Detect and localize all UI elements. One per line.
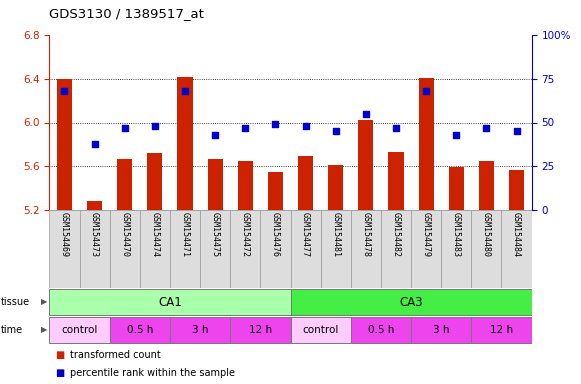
Text: CA1: CA1 — [158, 296, 182, 308]
FancyBboxPatch shape — [471, 210, 501, 288]
FancyBboxPatch shape — [260, 210, 290, 288]
FancyBboxPatch shape — [49, 288, 290, 315]
Text: GSM154480: GSM154480 — [482, 212, 491, 257]
Point — [120, 125, 130, 131]
FancyBboxPatch shape — [411, 210, 441, 288]
Bar — [298, 156, 313, 210]
Text: GSM154484: GSM154484 — [512, 212, 521, 257]
Text: percentile rank within the sample: percentile rank within the sample — [70, 368, 235, 378]
Text: GSM154483: GSM154483 — [452, 212, 461, 257]
FancyBboxPatch shape — [290, 288, 532, 315]
Text: control: control — [62, 325, 98, 335]
FancyBboxPatch shape — [80, 210, 110, 288]
Text: GSM154479: GSM154479 — [422, 212, 431, 257]
Text: GSM154473: GSM154473 — [90, 212, 99, 257]
Point — [361, 111, 371, 117]
Bar — [57, 79, 72, 210]
Text: 12 h: 12 h — [249, 325, 272, 335]
Bar — [389, 152, 404, 210]
Bar — [449, 167, 464, 210]
Text: GSM154471: GSM154471 — [181, 212, 189, 257]
Point — [150, 123, 160, 129]
Bar — [177, 76, 192, 210]
Bar — [117, 159, 132, 210]
Text: time: time — [1, 325, 23, 335]
FancyBboxPatch shape — [321, 210, 351, 288]
FancyBboxPatch shape — [290, 316, 351, 343]
Text: ■: ■ — [55, 350, 64, 360]
Point — [271, 121, 280, 127]
Text: GDS3130 / 1389517_at: GDS3130 / 1389517_at — [49, 7, 205, 20]
FancyBboxPatch shape — [170, 316, 230, 343]
Point — [392, 125, 401, 131]
FancyBboxPatch shape — [471, 316, 532, 343]
Point — [241, 125, 250, 131]
Bar — [148, 153, 163, 210]
Text: 3 h: 3 h — [192, 325, 209, 335]
Text: GSM154477: GSM154477 — [301, 212, 310, 257]
Text: GSM154476: GSM154476 — [271, 212, 280, 257]
Bar — [207, 159, 223, 210]
FancyBboxPatch shape — [501, 210, 532, 288]
Text: tissue: tissue — [1, 297, 30, 307]
Bar — [479, 161, 494, 210]
Point — [90, 141, 99, 147]
Point — [180, 88, 189, 94]
FancyBboxPatch shape — [170, 210, 200, 288]
Text: GSM154474: GSM154474 — [150, 212, 159, 257]
Text: ▶: ▶ — [41, 298, 47, 306]
Bar — [328, 165, 343, 210]
Point — [451, 132, 461, 138]
Text: CA3: CA3 — [399, 296, 423, 308]
FancyBboxPatch shape — [49, 316, 110, 343]
FancyBboxPatch shape — [110, 316, 170, 343]
FancyBboxPatch shape — [230, 316, 290, 343]
Text: GSM154472: GSM154472 — [241, 212, 250, 257]
Bar — [87, 201, 102, 210]
Text: ■: ■ — [55, 368, 64, 378]
Point — [301, 123, 310, 129]
FancyBboxPatch shape — [411, 316, 471, 343]
Bar — [509, 169, 524, 210]
Text: GSM154475: GSM154475 — [211, 212, 220, 257]
Text: GSM154469: GSM154469 — [60, 212, 69, 257]
Bar — [358, 120, 374, 210]
Bar — [268, 172, 283, 210]
FancyBboxPatch shape — [49, 210, 80, 288]
Text: GSM154470: GSM154470 — [120, 212, 129, 257]
FancyBboxPatch shape — [351, 210, 381, 288]
FancyBboxPatch shape — [110, 210, 140, 288]
Text: 12 h: 12 h — [490, 325, 513, 335]
Text: GSM154481: GSM154481 — [331, 212, 340, 257]
FancyBboxPatch shape — [351, 316, 411, 343]
Point — [482, 125, 491, 131]
Text: 0.5 h: 0.5 h — [368, 325, 394, 335]
Text: ▶: ▶ — [41, 326, 47, 334]
Text: transformed count: transformed count — [70, 350, 160, 360]
Text: GSM154482: GSM154482 — [392, 212, 400, 257]
Text: control: control — [303, 325, 339, 335]
Point — [331, 128, 340, 134]
FancyBboxPatch shape — [290, 210, 321, 288]
FancyBboxPatch shape — [230, 210, 260, 288]
Bar — [418, 78, 433, 210]
Point — [512, 128, 521, 134]
Text: GSM154478: GSM154478 — [361, 212, 370, 257]
Text: 0.5 h: 0.5 h — [127, 325, 153, 335]
Point — [60, 88, 69, 94]
FancyBboxPatch shape — [441, 210, 471, 288]
Bar — [238, 161, 253, 210]
FancyBboxPatch shape — [140, 210, 170, 288]
FancyBboxPatch shape — [200, 210, 230, 288]
FancyBboxPatch shape — [381, 210, 411, 288]
Text: 3 h: 3 h — [433, 325, 450, 335]
Point — [421, 88, 431, 94]
Point — [210, 132, 220, 138]
